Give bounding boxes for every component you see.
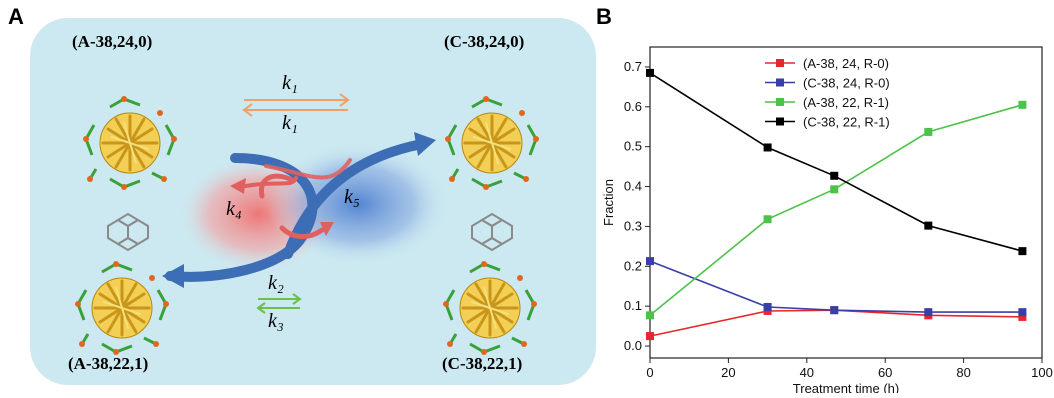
cluster-label-bottom-right: (C-38,22,1) bbox=[442, 354, 523, 373]
y-tick-label: 0.6 bbox=[624, 99, 642, 114]
data-point bbox=[646, 311, 654, 320]
data-point bbox=[924, 308, 933, 317]
y-axis-title: Fraction bbox=[601, 179, 616, 226]
rate-label-k3: k₃ bbox=[268, 310, 284, 332]
k2-k3-arrows bbox=[256, 293, 302, 314]
plot-area-frame bbox=[649, 46, 1043, 359]
data-point bbox=[646, 332, 654, 341]
x-tick-label: 40 bbox=[800, 365, 814, 380]
panel-a-letter: A bbox=[8, 4, 24, 29]
data-point bbox=[646, 257, 654, 266]
cluster-label-top-left: (A-38,24,0) bbox=[72, 32, 153, 51]
y-tick-label: 0.1 bbox=[624, 298, 642, 313]
legend-label: (C-38, 24, R-0) bbox=[803, 76, 890, 91]
k1-arrows bbox=[242, 93, 350, 117]
legend-label: (A-38, 22, R-1) bbox=[803, 95, 889, 110]
data-point bbox=[1018, 247, 1027, 256]
data-point bbox=[1018, 308, 1027, 317]
rate-label-k1-reverse: k₁ bbox=[282, 112, 298, 134]
x-tick-label: 60 bbox=[878, 365, 892, 380]
reaction-scheme-panel: (A-38,24,0) (C-38,24,0) (A-38,22,1) (C-3… bbox=[30, 18, 596, 385]
legend-marker bbox=[776, 59, 784, 67]
red-arrow-k4 bbox=[258, 173, 295, 199]
data-point bbox=[763, 302, 772, 311]
y-tick-label: 0.3 bbox=[624, 218, 642, 233]
data-point bbox=[646, 68, 654, 77]
legend-marker bbox=[776, 78, 784, 87]
data-point bbox=[1018, 312, 1027, 321]
data-point bbox=[830, 171, 839, 180]
legend-marker bbox=[776, 117, 784, 126]
red-arrow-k5 bbox=[279, 225, 325, 239]
cluster-label-bottom-left: (A-38,22,1) bbox=[68, 354, 149, 373]
legend-label: (A-38, 24, R-0) bbox=[803, 56, 889, 71]
y-tick-label: 0.5 bbox=[624, 139, 642, 154]
fraction-chart-panel: 0 20 40 60 80 100 0.0 0.1 0.2 0.3 0.4 0.5 0.6 0.7 (A-… bbox=[585, 20, 1054, 396]
data-point bbox=[924, 127, 933, 136]
data-point bbox=[1018, 100, 1027, 109]
x-axis-title: Treatment time (h) bbox=[793, 381, 899, 393]
fraction-chart: 0 20 40 60 80 100 0.0 0.1 0.2 0.3 0.4 0.5 0.6 0.7 (A-… bbox=[601, 46, 1053, 396]
rate-label-k4: k₄ bbox=[226, 198, 242, 220]
y-tick-label: 0.4 bbox=[624, 179, 642, 194]
data-point bbox=[924, 221, 933, 230]
cluster-label-top-right: (C-38,24,0) bbox=[444, 32, 525, 51]
data-point bbox=[763, 143, 772, 152]
x-tick-label: 100 bbox=[1031, 365, 1053, 380]
x-tick-label: 0 bbox=[646, 365, 653, 380]
data-point bbox=[763, 215, 772, 224]
data-point bbox=[830, 185, 839, 194]
panel-b-letter: B bbox=[596, 4, 612, 29]
rate-label-k1-forward: k₁ bbox=[282, 72, 298, 94]
rate-label-k2: k₂ bbox=[268, 272, 284, 294]
blue-arrow-to-a22 bbox=[165, 153, 318, 282]
x-tick-label: 80 bbox=[956, 365, 970, 380]
rate-label-k5: k₅ bbox=[344, 186, 360, 208]
legend-label: (C-38, 22, R-1) bbox=[803, 115, 890, 130]
reaction-scheme-graphic bbox=[30, 18, 596, 385]
y-tick-label: 0.0 bbox=[624, 338, 642, 353]
data-point bbox=[830, 306, 839, 315]
legend-marker bbox=[776, 98, 784, 106]
x-tick-label: 20 bbox=[721, 365, 735, 380]
y-tick-label: 0.2 bbox=[624, 258, 642, 273]
y-tick-label: 0.7 bbox=[624, 59, 642, 74]
